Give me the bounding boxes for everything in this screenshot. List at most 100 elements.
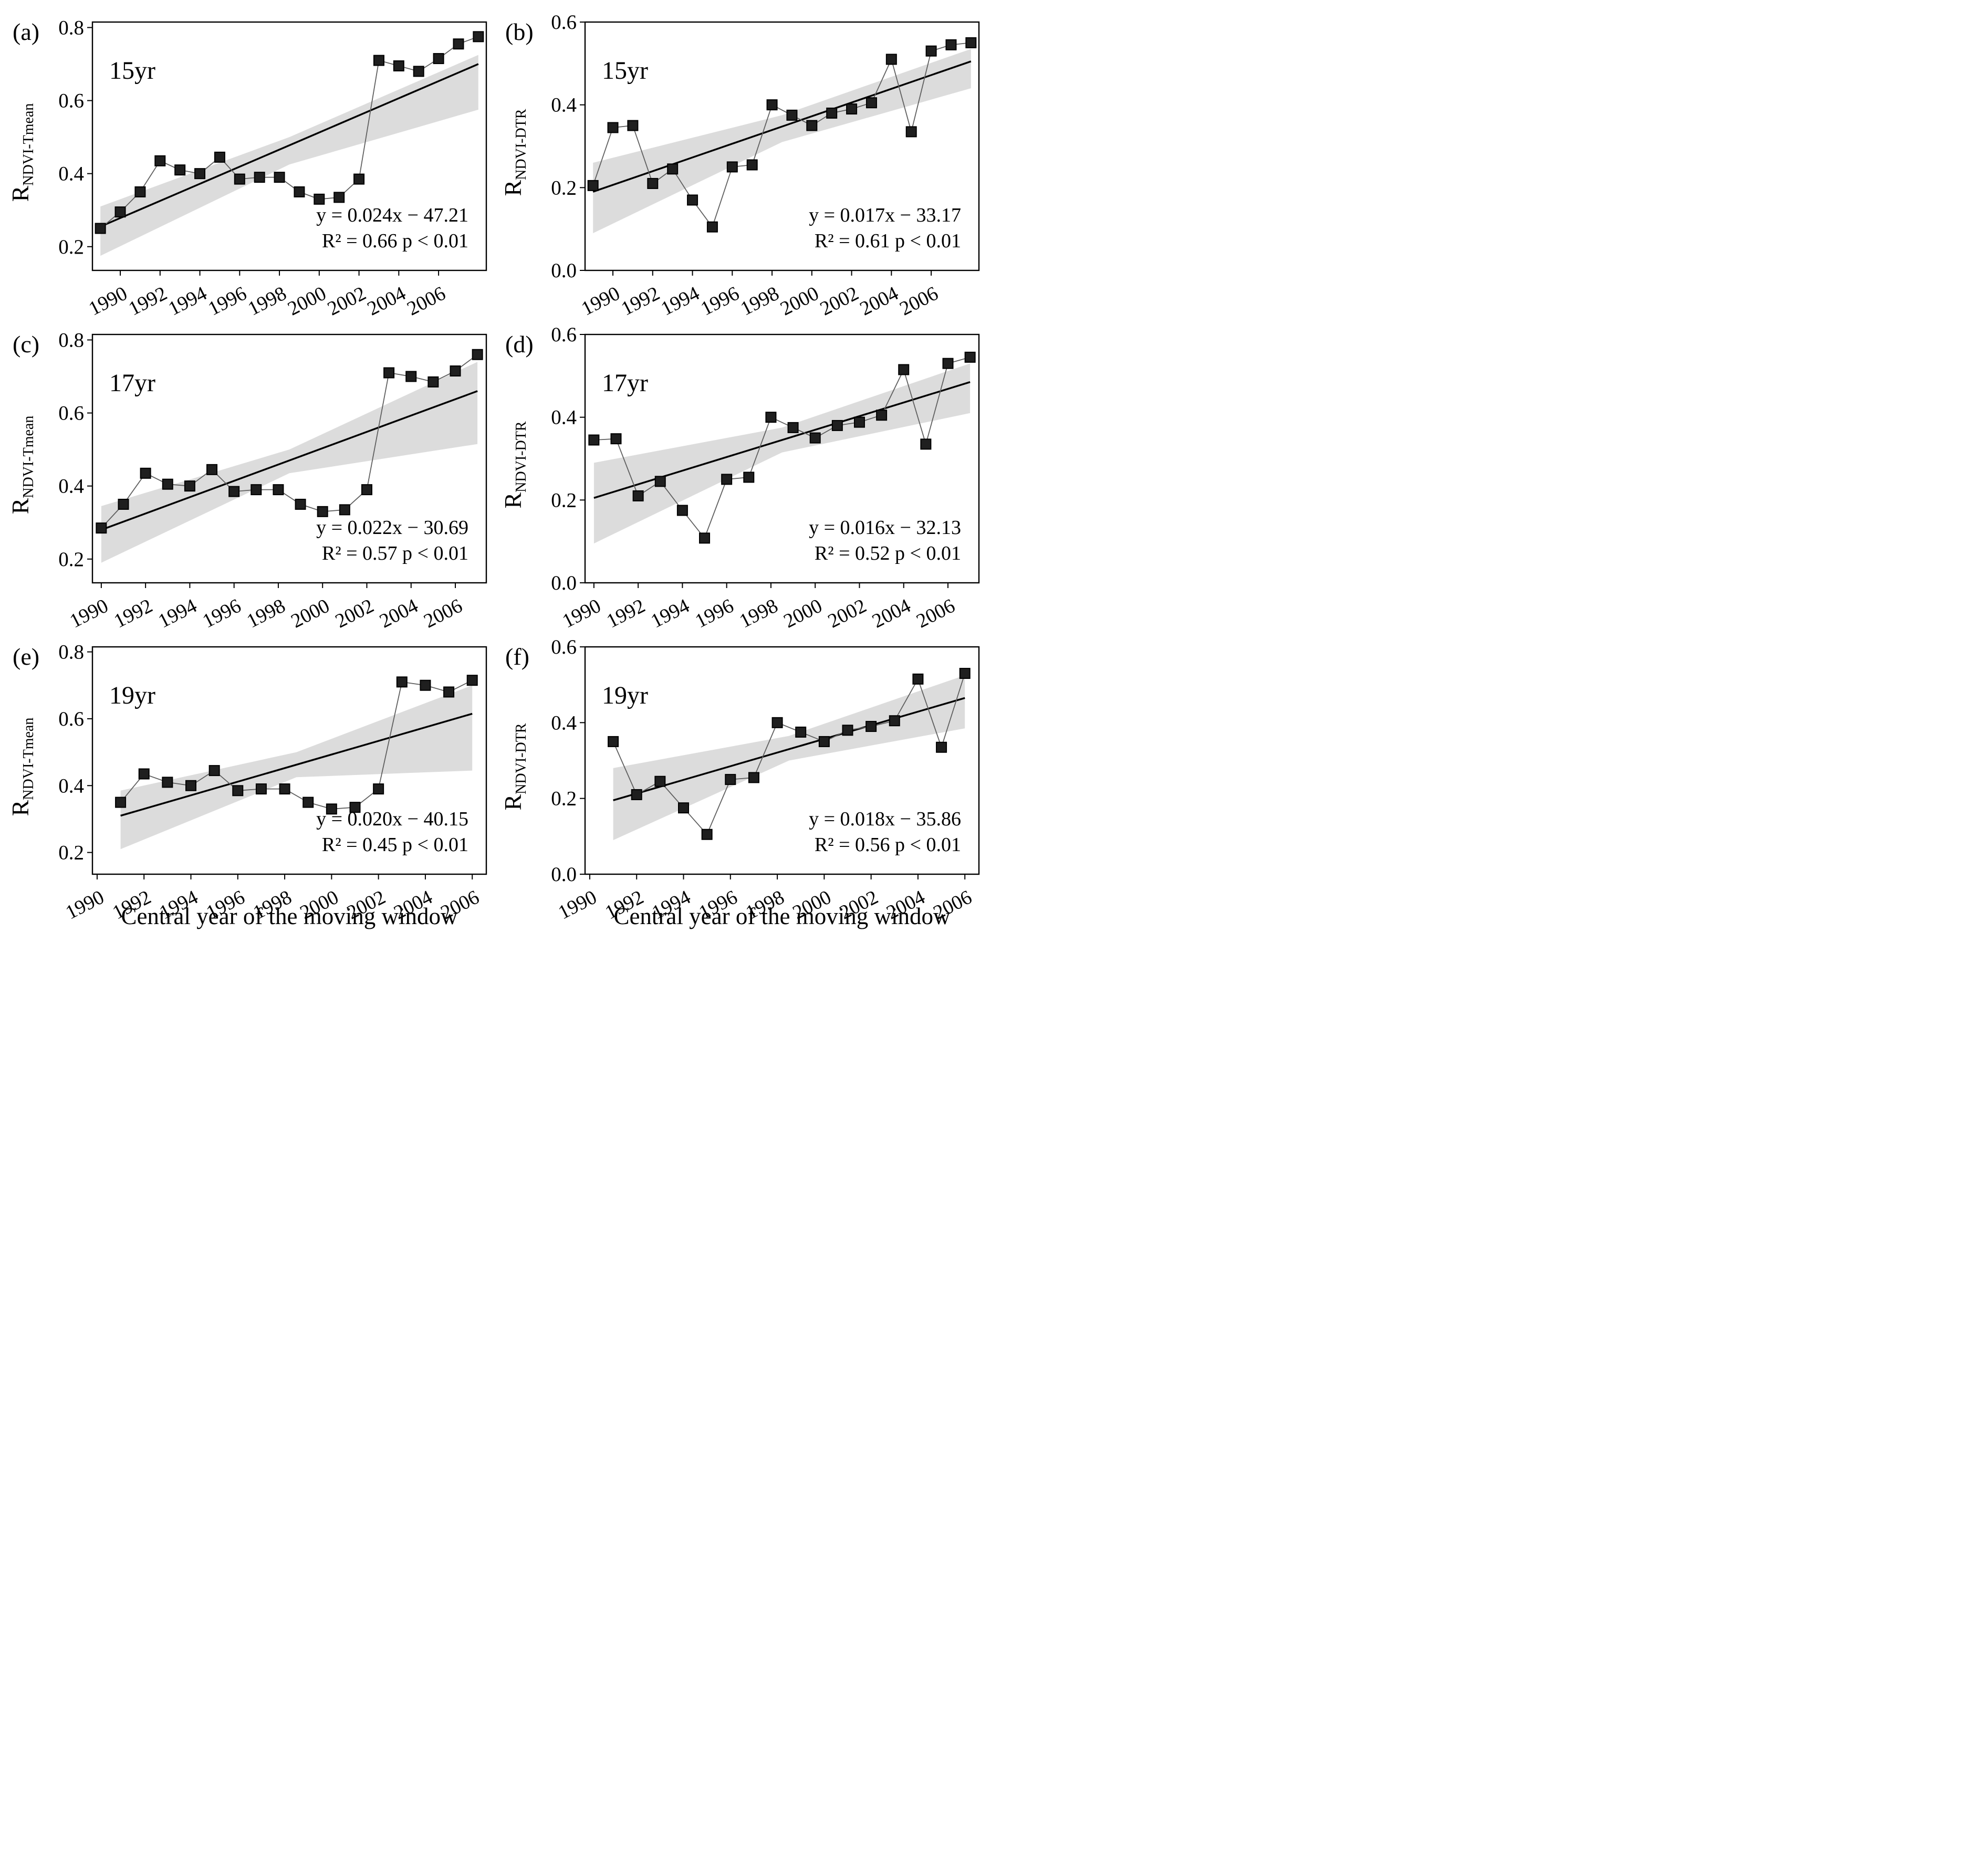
data-point-marker bbox=[413, 66, 424, 77]
data-point-marker bbox=[317, 506, 328, 517]
plot-frame bbox=[91, 21, 487, 271]
data-point-marker bbox=[701, 829, 713, 840]
y-tick-label: 0.6 bbox=[551, 636, 577, 658]
panel-letter: (c) bbox=[13, 331, 39, 358]
data-point-marker bbox=[610, 433, 622, 445]
data-point-marker bbox=[134, 186, 146, 197]
data-point-marker bbox=[339, 504, 350, 516]
data-point-marker bbox=[889, 715, 900, 727]
data-point-marker bbox=[699, 532, 711, 544]
data-point-marker bbox=[228, 486, 240, 497]
data-point-marker bbox=[676, 505, 688, 516]
y-axis-label: RNDVI-DTR bbox=[499, 109, 529, 196]
plot-frame bbox=[91, 646, 487, 875]
trend-line bbox=[101, 390, 478, 531]
data-point-marker bbox=[194, 168, 206, 180]
panel-e: 1990 1992 1994 1996 1998 2000 2002 2004 2006 0.2 0… bbox=[0, 625, 493, 940]
data-point-marker bbox=[303, 796, 314, 808]
data-point-marker bbox=[942, 358, 954, 369]
data-point-marker bbox=[373, 783, 384, 795]
data-point-marker bbox=[905, 126, 917, 138]
data-point-marker bbox=[678, 802, 689, 814]
confidence-band bbox=[613, 675, 965, 841]
data-point-marker bbox=[912, 673, 924, 685]
stats-label: R² = 0.61 p < 0.01 bbox=[815, 230, 961, 252]
window-size-label: 15yr bbox=[109, 57, 155, 85]
panel-letter: (d) bbox=[505, 331, 534, 358]
chart-panel-d: 1990199219941996199820002002200420060.00… bbox=[499, 323, 980, 633]
data-point-marker bbox=[162, 777, 173, 788]
data-point-marker bbox=[314, 193, 325, 205]
data-point-marker bbox=[154, 155, 166, 166]
data-point-marker bbox=[206, 464, 218, 475]
data-point-marker bbox=[826, 107, 838, 119]
data-point-marker bbox=[654, 476, 666, 487]
y-tick-label: 0.2 bbox=[58, 236, 84, 258]
data-point-marker bbox=[396, 676, 408, 688]
y-tick-label: 0.4 bbox=[58, 475, 84, 498]
y-axis-label: RNDVI-Tmean bbox=[7, 103, 37, 202]
data-point-marker bbox=[254, 172, 265, 183]
data-point-marker bbox=[631, 789, 642, 800]
data-point-marker bbox=[295, 498, 306, 510]
equation-label: y = 0.020x − 40.15 bbox=[316, 808, 468, 830]
y-tick-label: 0.4 bbox=[551, 711, 577, 734]
data-point-marker bbox=[349, 802, 361, 813]
data-point-marker bbox=[96, 522, 107, 534]
x-axis-title: Central year of the moving window bbox=[121, 903, 458, 929]
data-point-marker bbox=[771, 717, 783, 728]
data-point-marker bbox=[279, 783, 290, 795]
data-point-marker bbox=[208, 765, 220, 777]
y-tick-label: 0.8 bbox=[58, 329, 84, 351]
data-point-marker bbox=[721, 474, 733, 485]
data-point-marker bbox=[667, 163, 679, 175]
y-axis-label: RNDVI-Tmean bbox=[7, 416, 37, 515]
panel-b: 1990 1992 1994 1996 1998 2000 2002 2004 2006 0.0 0… bbox=[493, 0, 986, 320]
data-point-marker bbox=[818, 736, 830, 747]
chart-panel-c: 1990199219941996199820002002200420060.20… bbox=[7, 329, 487, 633]
data-point-marker bbox=[885, 54, 897, 65]
window-size-label: 17yr bbox=[109, 369, 155, 397]
data-line bbox=[612, 673, 966, 835]
data-point-marker bbox=[433, 53, 444, 65]
data-point-marker bbox=[251, 484, 262, 496]
chart-panel-b: 1990199219941996199820002002200420060.00… bbox=[499, 11, 980, 320]
window-size-label: 19yr bbox=[602, 682, 648, 709]
data-point-marker bbox=[255, 783, 267, 795]
equation-label: y = 0.016x − 32.13 bbox=[809, 517, 961, 539]
confidence-band bbox=[593, 363, 971, 544]
data-point-marker bbox=[876, 410, 888, 421]
data-point-marker bbox=[687, 194, 698, 206]
chart-panel-a: 1990199219941996199820002002200420060.20… bbox=[7, 16, 487, 320]
chart-panel-e: 1990 1992 1994 1996 1998 2000 2002 2004 20060.20… bbox=[7, 641, 487, 929]
trend-line bbox=[120, 712, 473, 817]
data-point-marker bbox=[725, 774, 736, 785]
data-point-marker bbox=[786, 109, 798, 121]
data-point-marker bbox=[162, 478, 173, 490]
data-point-marker bbox=[118, 498, 129, 510]
equation-label: y = 0.022x − 30.69 bbox=[316, 517, 468, 539]
data-point-marker bbox=[184, 480, 195, 492]
equation-label: y = 0.018x − 35.86 bbox=[809, 808, 961, 830]
y-tick-label: 0.0 bbox=[551, 259, 577, 282]
data-point-marker bbox=[473, 31, 484, 43]
data-point-marker bbox=[138, 768, 150, 780]
y-tick-label: 0.4 bbox=[58, 774, 84, 797]
y-tick-label: 0.4 bbox=[551, 406, 577, 429]
y-tick-label: 0.6 bbox=[551, 323, 577, 346]
data-point-marker bbox=[726, 161, 738, 173]
confidence-band bbox=[120, 685, 473, 850]
data-point-marker bbox=[806, 120, 818, 131]
data-point-marker bbox=[140, 467, 151, 479]
y-tick-label: 0.8 bbox=[58, 16, 84, 39]
data-point-marker bbox=[809, 432, 821, 444]
moving-window-correlation-figure: 1990 1992 1994 1996 1998 2000 2002 2004 2006 0.2 0… bbox=[0, 0, 986, 940]
trend-line bbox=[100, 63, 479, 228]
y-tick-label: 0.0 bbox=[551, 572, 577, 594]
y-tick-label: 0.6 bbox=[58, 402, 84, 425]
data-point-marker bbox=[831, 420, 843, 431]
data-point-marker bbox=[795, 726, 807, 738]
plot-frame bbox=[584, 333, 980, 584]
plot-frame bbox=[91, 333, 487, 584]
y-tick-label: 0.6 bbox=[58, 708, 84, 730]
